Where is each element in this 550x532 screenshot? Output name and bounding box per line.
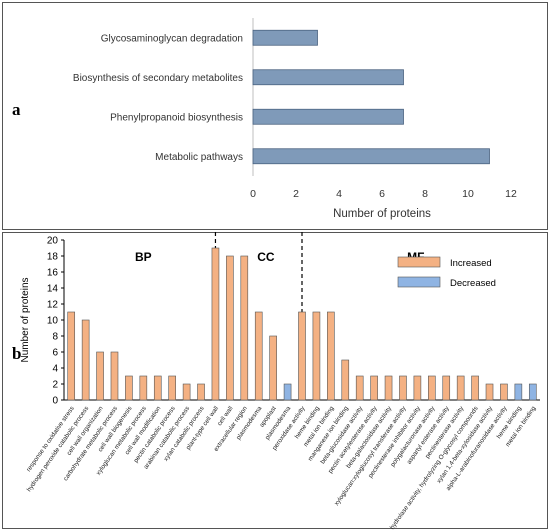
legend-swatch-increased bbox=[397, 256, 441, 268]
bar-increased bbox=[399, 375, 407, 401]
x-tick-label: 0 bbox=[250, 188, 256, 200]
bar-decreased bbox=[528, 383, 537, 401]
bar-increased bbox=[471, 375, 479, 401]
y-axis-label: Number of proteins bbox=[20, 277, 31, 362]
bar-increased bbox=[153, 375, 162, 401]
y-tick-label: 20 bbox=[47, 236, 59, 247]
bar-increased bbox=[211, 247, 220, 401]
bar-increased bbox=[125, 375, 133, 401]
category-label: hydrogen peroxide catabolic process bbox=[26, 405, 91, 493]
bar-increased bbox=[67, 311, 76, 401]
category-label: Glycosaminoglycan degradation bbox=[101, 33, 243, 44]
bar-decreased bbox=[514, 383, 523, 401]
y-tick-label: 12 bbox=[47, 300, 59, 311]
y-tick-label: 14 bbox=[47, 284, 59, 295]
x-tick-label: 2 bbox=[293, 188, 299, 200]
bar-increased bbox=[327, 311, 335, 401]
bar-decreased bbox=[283, 383, 292, 401]
y-tick-label: 4 bbox=[52, 364, 58, 375]
bar-increased bbox=[168, 375, 176, 401]
bar-increased bbox=[485, 383, 494, 401]
group-label: BP bbox=[135, 250, 152, 264]
bar bbox=[252, 148, 490, 165]
bar-increased bbox=[298, 311, 306, 401]
bar bbox=[252, 69, 404, 86]
bar-increased bbox=[139, 375, 148, 401]
panel-a-label: a bbox=[12, 100, 21, 119]
x-tick-label: 4 bbox=[336, 188, 342, 200]
bar-increased bbox=[355, 375, 364, 401]
category-label: Biosynthesis of secondary metabolites bbox=[73, 73, 243, 84]
bar-increased bbox=[428, 375, 436, 401]
bar-increased bbox=[456, 375, 465, 401]
y-tick-label: 6 bbox=[52, 348, 58, 359]
bar-increased bbox=[254, 311, 263, 401]
category-label: Metabolic pathways bbox=[155, 152, 243, 163]
bar-increased bbox=[197, 383, 205, 401]
chart-a: Glycosaminoglycan degradation Biosynthesi… bbox=[73, 18, 517, 220]
bar-increased bbox=[96, 351, 104, 401]
bar-increased bbox=[341, 359, 350, 401]
bar bbox=[252, 108, 404, 125]
bar-increased bbox=[312, 311, 321, 401]
x-tick-label: 12 bbox=[505, 188, 517, 200]
y-tick-label: 10 bbox=[47, 316, 59, 327]
legend-label-decreased: Decreased bbox=[450, 278, 496, 289]
bar-increased bbox=[240, 255, 249, 401]
bar-increased bbox=[226, 255, 234, 401]
group-label: CC bbox=[257, 250, 275, 264]
bar-increased bbox=[182, 383, 191, 401]
bar bbox=[252, 29, 318, 46]
bar-increased bbox=[81, 319, 90, 401]
legend-label-increased: Increased bbox=[450, 258, 492, 269]
bar-increased bbox=[442, 375, 451, 401]
x-axis-label: Number of proteins bbox=[333, 208, 431, 220]
bar-increased bbox=[500, 383, 508, 401]
y-tick-label: 18 bbox=[47, 252, 59, 263]
bar-increased bbox=[370, 375, 378, 401]
panel-b-label: b bbox=[12, 344, 22, 363]
bar-increased bbox=[384, 375, 393, 401]
bar-increased bbox=[110, 351, 119, 401]
y-tick-label: 16 bbox=[47, 268, 59, 279]
bar-increased bbox=[413, 375, 422, 401]
category-label: Phenylpropanoid biosynthesis bbox=[110, 112, 243, 123]
x-tick-label: 6 bbox=[379, 188, 385, 200]
y-tick-label: 0 bbox=[52, 396, 58, 407]
y-tick-label: 2 bbox=[52, 380, 58, 391]
x-tick-label: 8 bbox=[422, 188, 428, 200]
legend-swatch-decreased bbox=[397, 276, 441, 288]
x-tick-label: 10 bbox=[462, 188, 474, 200]
bar-increased bbox=[269, 335, 277, 401]
y-tick-label: 8 bbox=[52, 332, 58, 343]
